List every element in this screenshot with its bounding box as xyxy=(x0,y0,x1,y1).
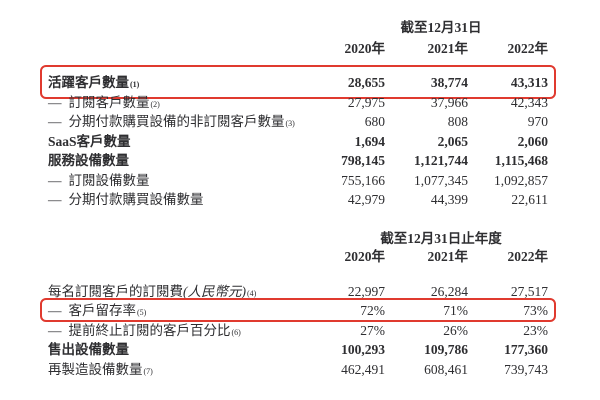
row-label: — 分期付款購買設備數量 xyxy=(48,192,204,207)
value-cell: 27% xyxy=(360,322,385,338)
value-cell: 27,517 xyxy=(510,283,548,299)
value-cell: 42,979 xyxy=(347,192,385,207)
table2-body: 每名訂閱客戶的訂閱費 (人民幣元) (4) 22,997 26,284 27,5… xyxy=(40,282,556,379)
value-cell: 798,145 xyxy=(341,153,385,168)
value-cell: 680 xyxy=(364,114,385,129)
table-row-subscription-fee-per-customer: 每名訂閱客戶的訂閱費 (人民幣元) (4) 22,997 26,284 27,5… xyxy=(48,282,548,301)
value-cell: 1,694 xyxy=(354,133,385,149)
table2-year-2022: 2022年 xyxy=(507,249,549,264)
value-cell: 23% xyxy=(523,322,548,338)
value-cell: 2,060 xyxy=(517,133,548,149)
table-row-devices-sold: 售出設備數量 100,293 109,786 177,360 xyxy=(48,340,548,359)
table-row-remanufactured-devices: 再製造設備數量 (7) 462,491 608,461 739,743 xyxy=(48,360,548,379)
row-label: — 客戶留存率 (5) xyxy=(48,303,147,319)
value-cell: 22,997 xyxy=(347,283,385,299)
row-label-unit: (人民幣元) xyxy=(183,283,246,299)
table2-period-header: 截至12月31日止年度 xyxy=(380,231,502,246)
value-cell: 1,121,744 xyxy=(414,153,468,168)
value-cell: 739,743 xyxy=(504,361,548,377)
table-row-installment-purchased-devices: — 分期付款購買設備數量 42,979 44,399 22,611 xyxy=(48,190,548,210)
table1-year-2020: 2020年 xyxy=(344,41,386,56)
table-row-installment-non-subscription-customers: — 分期付款購買設備的非訂閱客戶數量 (3) 680 808 970 xyxy=(48,112,548,132)
table1-period-header: 截至12月31日 xyxy=(400,20,482,35)
table1-body: 活躍客戶數量 (1) 28,655 38,774 43,313 — 訂閱客戶數量… xyxy=(40,65,556,210)
value-cell: 462,491 xyxy=(341,361,385,377)
value-cell: 100,293 xyxy=(341,342,385,358)
value-cell: 26,284 xyxy=(430,283,468,299)
table2-year-2021: 2021年 xyxy=(427,249,469,264)
table-row-active-customers: 活躍客戶數量 (1) 28,655 38,774 43,313 xyxy=(40,65,556,99)
table-row-subscription-customers: — 訂閱客戶數量 (2) 27,975 37,966 42,343 xyxy=(48,93,548,113)
value-cell: 73% xyxy=(523,303,548,319)
value-cell: 38,774 xyxy=(430,75,468,90)
value-cell: 37,966 xyxy=(430,94,468,110)
value-cell: 42,343 xyxy=(510,94,548,110)
row-label: 每名訂閱客戶的訂閱費 (人民幣元) (4) xyxy=(48,283,257,299)
value-cell: 970 xyxy=(527,114,548,129)
value-cell: 1,077,345 xyxy=(414,172,468,188)
row-label: 活躍客戶數量 (1) xyxy=(48,75,140,90)
value-cell: 72% xyxy=(360,303,385,319)
value-cell: 43,313 xyxy=(510,75,548,90)
value-cell: 1,115,468 xyxy=(494,153,548,168)
value-cell: 608,461 xyxy=(424,361,468,377)
value-cell: 755,166 xyxy=(341,172,385,188)
value-cell: 109,786 xyxy=(424,342,468,358)
table2-year-2020: 2020年 xyxy=(344,249,386,264)
table1-year-2021: 2021年 xyxy=(427,41,469,56)
value-cell: 2,065 xyxy=(437,133,468,149)
table1-year-2022: 2022年 xyxy=(507,41,549,56)
table-row-saas-customers: SaaS客戶數量 1,694 2,065 2,060 xyxy=(48,132,548,152)
value-cell: 22,611 xyxy=(511,192,548,207)
value-cell: 71% xyxy=(443,303,468,319)
value-cell: 28,655 xyxy=(347,75,385,90)
value-cell: 1,092,857 xyxy=(494,172,548,188)
table-row-subscription-devices: — 訂閱設備數量 755,166 1,077,345 1,092,857 xyxy=(48,171,548,191)
row-label: SaaS客戶數量 xyxy=(48,133,131,149)
row-label: — 訂閱客戶數量 (2) xyxy=(48,94,160,110)
value-cell: 177,360 xyxy=(504,342,548,358)
value-cell: 27,975 xyxy=(347,94,385,110)
row-label: — 分期付款購買設備的非訂閱客戶數量 (3) xyxy=(48,114,295,129)
value-cell: 44,399 xyxy=(430,192,468,207)
row-label: — 提前終止訂閱的客戶百分比 (6) xyxy=(48,322,241,338)
table2-year-header-row: 2020年 2021年 2022年 xyxy=(48,245,549,265)
row-label: 再製造設備數量 (7) xyxy=(48,361,153,377)
table1-year-header-row: 2020年 2021年 2022年 xyxy=(48,37,549,57)
table-row-devices-in-service: 服務設備數量 798,145 1,121,744 1,115,468 xyxy=(48,151,548,171)
row-label: 售出設備數量 xyxy=(48,342,129,358)
table-row-early-termination-percentage: — 提前終止訂閱的客戶百分比 (6) 27% 26% 23% xyxy=(48,321,548,340)
row-label: — 訂閱設備數量 xyxy=(48,172,150,188)
table-row-customer-retention-rate: — 客戶留存率 (5) 72% 71% 73% xyxy=(40,298,556,322)
value-cell: 808 xyxy=(447,114,468,129)
value-cell: 26% xyxy=(443,322,468,338)
row-label: 服務設備數量 xyxy=(48,153,129,168)
